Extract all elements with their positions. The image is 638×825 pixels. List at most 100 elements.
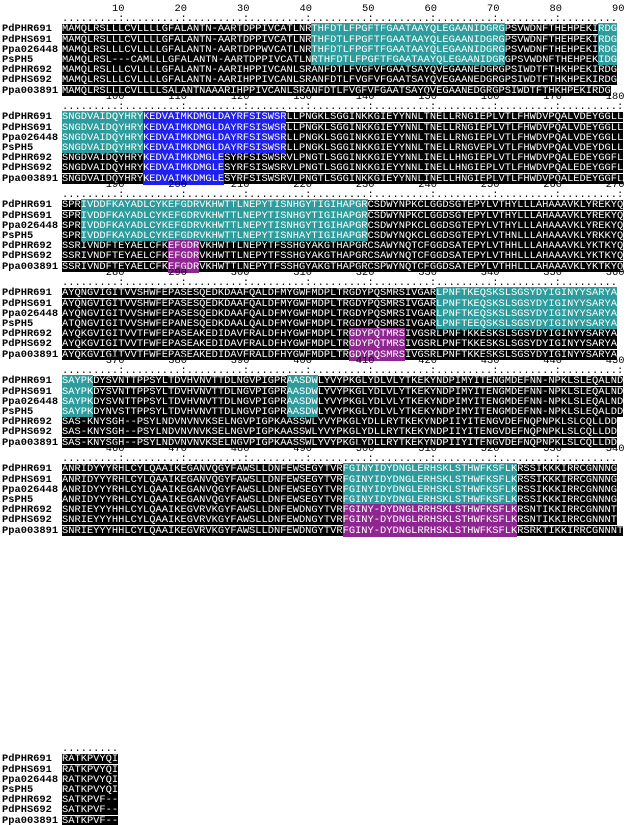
sequence: ATQNGVIGITVVSHWFEPANESQEDKDAALQALDFMYGWF…	[62, 318, 617, 330]
ruler-number: 280	[105, 267, 125, 279]
sequence: SPRIVDDFKAYADLCYKEFGDRVKHWTTLNEPYTISNHGY…	[62, 219, 624, 232]
ruler-number: 250	[480, 179, 500, 191]
sequence-name: Ppa026448	[2, 219, 59, 232]
sequence: SNGDVAIDQYHRYKEDVAIMKDMGLDAYRFSISWSRLLPN…	[62, 131, 624, 144]
sequence: AYQKGVIGITVVTFWFEPASEAKEDIDAVFRALDFHYGWF…	[62, 328, 617, 341]
sequence-name: PdPHR691	[2, 753, 52, 766]
ruler-number: 350	[543, 267, 562, 279]
sequence: MAMQLRSLLLCVLLLLGFALANTN-AARIHPPIVCANLSR…	[62, 74, 617, 87]
sequence-name: PdPHR691	[2, 287, 52, 300]
sequence: SATKPVF--	[62, 814, 119, 825]
sequence: AYQKGVIGITVVTFWFEPASEAKEDIDAVFRALDFHYGWF…	[62, 338, 617, 351]
sequence-name: Ppa026448	[2, 483, 59, 496]
sequence-name: PdPHS691	[2, 209, 52, 222]
sequence: AYQNGVIGITVVSHWFEPASESQEDKDAAFQALDFMYGWF…	[62, 307, 617, 320]
sequence-name: Ppa003891	[2, 436, 59, 449]
ruler-dots: .........:.........:.........:.........:…	[62, 365, 624, 378]
ruler-dots: .........	[62, 743, 119, 756]
sequence: SSRIVNDFTEYAELCFKEFGDRVKHWTTLNEPYTFSSHGY…	[62, 250, 624, 263]
sequence: AYQNGVIGITVVSHWFEPASESQEDKDAAFQALDFMYGWF…	[62, 297, 617, 310]
sequence: SNGDVAIDQYHRYKEDVAIMKDMGLESYRFSISWSRVLPN…	[62, 162, 624, 175]
sequence-name: Ppa003891	[2, 260, 59, 273]
sequence-name: PdPHS692	[2, 162, 52, 175]
sequence: RATKPVYQI	[62, 784, 119, 796]
sequence: ANRIDYYYRHLCYLQAAIKEGANVQGYFAWSLLDNFEWSE…	[62, 494, 617, 506]
sequence: AYQKGVIGITVVTFWFEPASEAKEDIDAVFRALDFHYGWF…	[62, 348, 617, 361]
sequence-name: PdPHR691	[2, 111, 52, 124]
sequence: ANRIDYYYRHLCYLQAAIKEGANVQGYFAWSLLDNFEWSE…	[62, 483, 617, 496]
sequence: SAS-KNYSGH--PSYLNDVNVNVKSELNGVPIGPKAASSW…	[62, 416, 617, 429]
ruler-number: 210	[230, 179, 250, 191]
sequence-name: PdPHR692	[2, 794, 52, 807]
sequence: SNGDVAIDQYHRYKEDVAIMKDMGLESYRFSISWSRVLPN…	[62, 152, 624, 165]
ruler-number: 320	[355, 267, 375, 279]
sequence: AYQNGVIGITVVSHWFEPASESQEDKDAAFQALDFMYGWF…	[62, 287, 617, 300]
sequence-name: PsPH5	[2, 230, 34, 242]
sequence: SATKPVF--	[62, 794, 119, 807]
ruler-number: 170	[543, 91, 562, 103]
sequence: SPRIVDDFKAYADLCYKEFGDRVKHWTTLNEPYTISNHGY…	[62, 209, 624, 222]
ruler-number: 490	[293, 443, 312, 455]
ruler-number: 290	[168, 267, 187, 279]
ruler-number: 400	[293, 355, 312, 367]
ruler-number: 90	[612, 3, 625, 15]
ruler-dots: .........:.........:.........:.........:…	[62, 277, 617, 290]
ruler-number: 340	[480, 267, 500, 279]
ruler-number: 110	[168, 91, 187, 103]
sequence: MAMQLRSLLLCVLLLLGFALANTN-AARTDPPWVCATLNR…	[62, 43, 617, 56]
sequence-name: Ppa026448	[2, 131, 59, 144]
ruler-number: 300	[230, 267, 250, 279]
ruler-number: 470	[168, 443, 187, 455]
ruler-number: 390	[230, 355, 250, 367]
sequence: SNRIEYYYHHLCYLQAAIKEGVRVKGYFAWSLLDNFEWDN…	[62, 524, 624, 537]
sequence-name: PsPH5	[2, 406, 34, 418]
sequence-name: Ppa003891	[2, 814, 59, 825]
sequence: MAMQLRSLLLCVLLLLGFALANTN-AARTDPPIVCATLNR…	[62, 33, 617, 46]
ruler-number: 420	[418, 355, 437, 367]
ruler-number: 30	[237, 3, 250, 15]
ruler-dots: .........:.........:.........:.........:…	[62, 101, 624, 114]
sequence: SAYPKDYSVNTTPPSYLTDVHVNVTTDLNGVPIGPRAASD…	[62, 395, 624, 408]
sequence-name: PdPHR692	[2, 152, 52, 165]
ruler-number: 450	[605, 355, 625, 367]
ruler-number: 310	[293, 267, 312, 279]
ruler-number: 70	[487, 3, 500, 15]
sequence-name: Ppa003891	[2, 84, 59, 97]
ruler-number: 240	[418, 179, 437, 191]
sequence: MAMQLRSL---CAMLLLGFALANTN-AARTDPPIVCATLN…	[62, 54, 617, 66]
ruler-dots: .........:.........:.........:.........:…	[62, 189, 624, 202]
sequence-name: PdPHR691	[2, 375, 52, 388]
sequence: SAYPKDYSVNTTPPSYLTDVHVNVTTDLNGVPIGPRAASD…	[62, 375, 624, 388]
sequence-name: PdPHR691	[2, 199, 52, 212]
sequence-name: PdPHR692	[2, 504, 52, 517]
sequence-name: PdPHR692	[2, 416, 52, 429]
sequence-name: Ppa003891	[2, 348, 59, 361]
sequence-name: Ppa026448	[2, 43, 59, 56]
sequence: SAYPKDYNVSTTPPSYLTDVHVNVTTDLNGVPIGPRAASD…	[62, 406, 624, 418]
ruler-number: 410	[355, 355, 375, 367]
sequence-name: PdPHS691	[2, 385, 52, 398]
ruler-number: 360	[605, 267, 625, 279]
sequence-name: Ppa003891	[2, 172, 59, 185]
ruler-number: 230	[355, 179, 375, 191]
sequence-name: Ppa003891	[2, 524, 59, 537]
sequence: SNGDVAIDQYHRYKEDVAIMKDMGLDAYRFSISWSRLLPN…	[62, 142, 624, 154]
sequence-name: PdPHS691	[2, 473, 52, 486]
sequence: SSRIVNDFTEYAELCFKEFGDRVKHWTTLNEPYTFSSHGY…	[62, 240, 624, 253]
ruler-number: 480	[230, 443, 250, 455]
sequence: SNGDVAIDQYHRYKEDVAIMKDMGLDAYRFSISWSRLLPN…	[62, 121, 624, 134]
ruler-number: 530	[543, 443, 562, 455]
ruler-number: 80	[549, 3, 562, 15]
ruler-number: 220	[293, 179, 312, 191]
ruler-dots: .........:.........:.........:.........:…	[62, 13, 617, 26]
ruler-number: 60	[424, 3, 437, 15]
sequence-name: PdPHR692	[2, 240, 52, 253]
sequence: MAMQLRSLLLCVLLLLGFALANTN-AARIHPPIVCANLSR…	[62, 64, 617, 77]
sequence-name: PdPHS692	[2, 804, 52, 817]
ruler-number: 160	[480, 91, 500, 103]
sequence: SAYPKDYSVNTTPPSYLTDVHVNVTTDLNGVPIGPRAASD…	[62, 385, 624, 398]
ruler-number: 190	[105, 179, 125, 191]
ruler-number: 40	[299, 3, 312, 15]
sequence-name: Ppa026448	[2, 395, 59, 408]
